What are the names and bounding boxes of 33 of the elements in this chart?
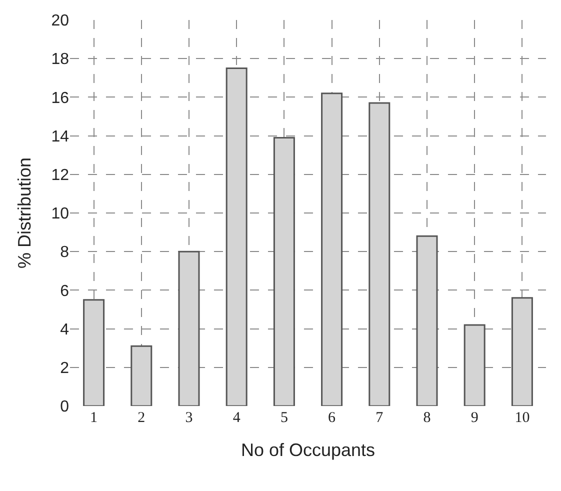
bar	[273, 136, 295, 406]
y-tick-label: 2	[60, 360, 70, 377]
y-tick-label: 0	[60, 398, 70, 416]
x-tick-label: 3	[185, 410, 193, 426]
x-tick-label: 5	[280, 410, 288, 426]
bar	[226, 68, 248, 406]
bar	[464, 324, 486, 406]
x-axis-title: No of Occupants	[240, 440, 376, 460]
bar	[83, 299, 105, 406]
bar	[511, 297, 533, 406]
y-axis-title: % Distribution	[14, 157, 34, 269]
x-tick-label: 10	[514, 410, 530, 426]
y-tick-label: 4	[60, 321, 70, 338]
bar	[130, 345, 152, 406]
y-tick-label: 8	[60, 244, 70, 262]
x-tick-label: 2	[138, 410, 146, 426]
y-tick-label: 14	[51, 128, 70, 146]
y-tick-label: 16	[51, 90, 70, 107]
bar	[178, 250, 200, 406]
x-tick-label: 7	[376, 410, 384, 426]
y-tick-label: 6	[60, 282, 70, 300]
y-tick-label: 10	[51, 206, 70, 223]
x-tick-label: 1	[90, 410, 98, 426]
x-tick-label: 8	[423, 410, 431, 426]
x-tick-label: 9	[470, 410, 478, 426]
bar	[368, 102, 390, 406]
y-tick-label: 20	[51, 12, 70, 30]
x-tick-label: 6	[328, 410, 336, 426]
y-tick-label: 18	[51, 51, 70, 68]
y-tick-label: 12	[51, 167, 70, 184]
x-tick-label: 4	[232, 410, 241, 426]
bar	[321, 92, 343, 406]
bar	[416, 235, 438, 406]
